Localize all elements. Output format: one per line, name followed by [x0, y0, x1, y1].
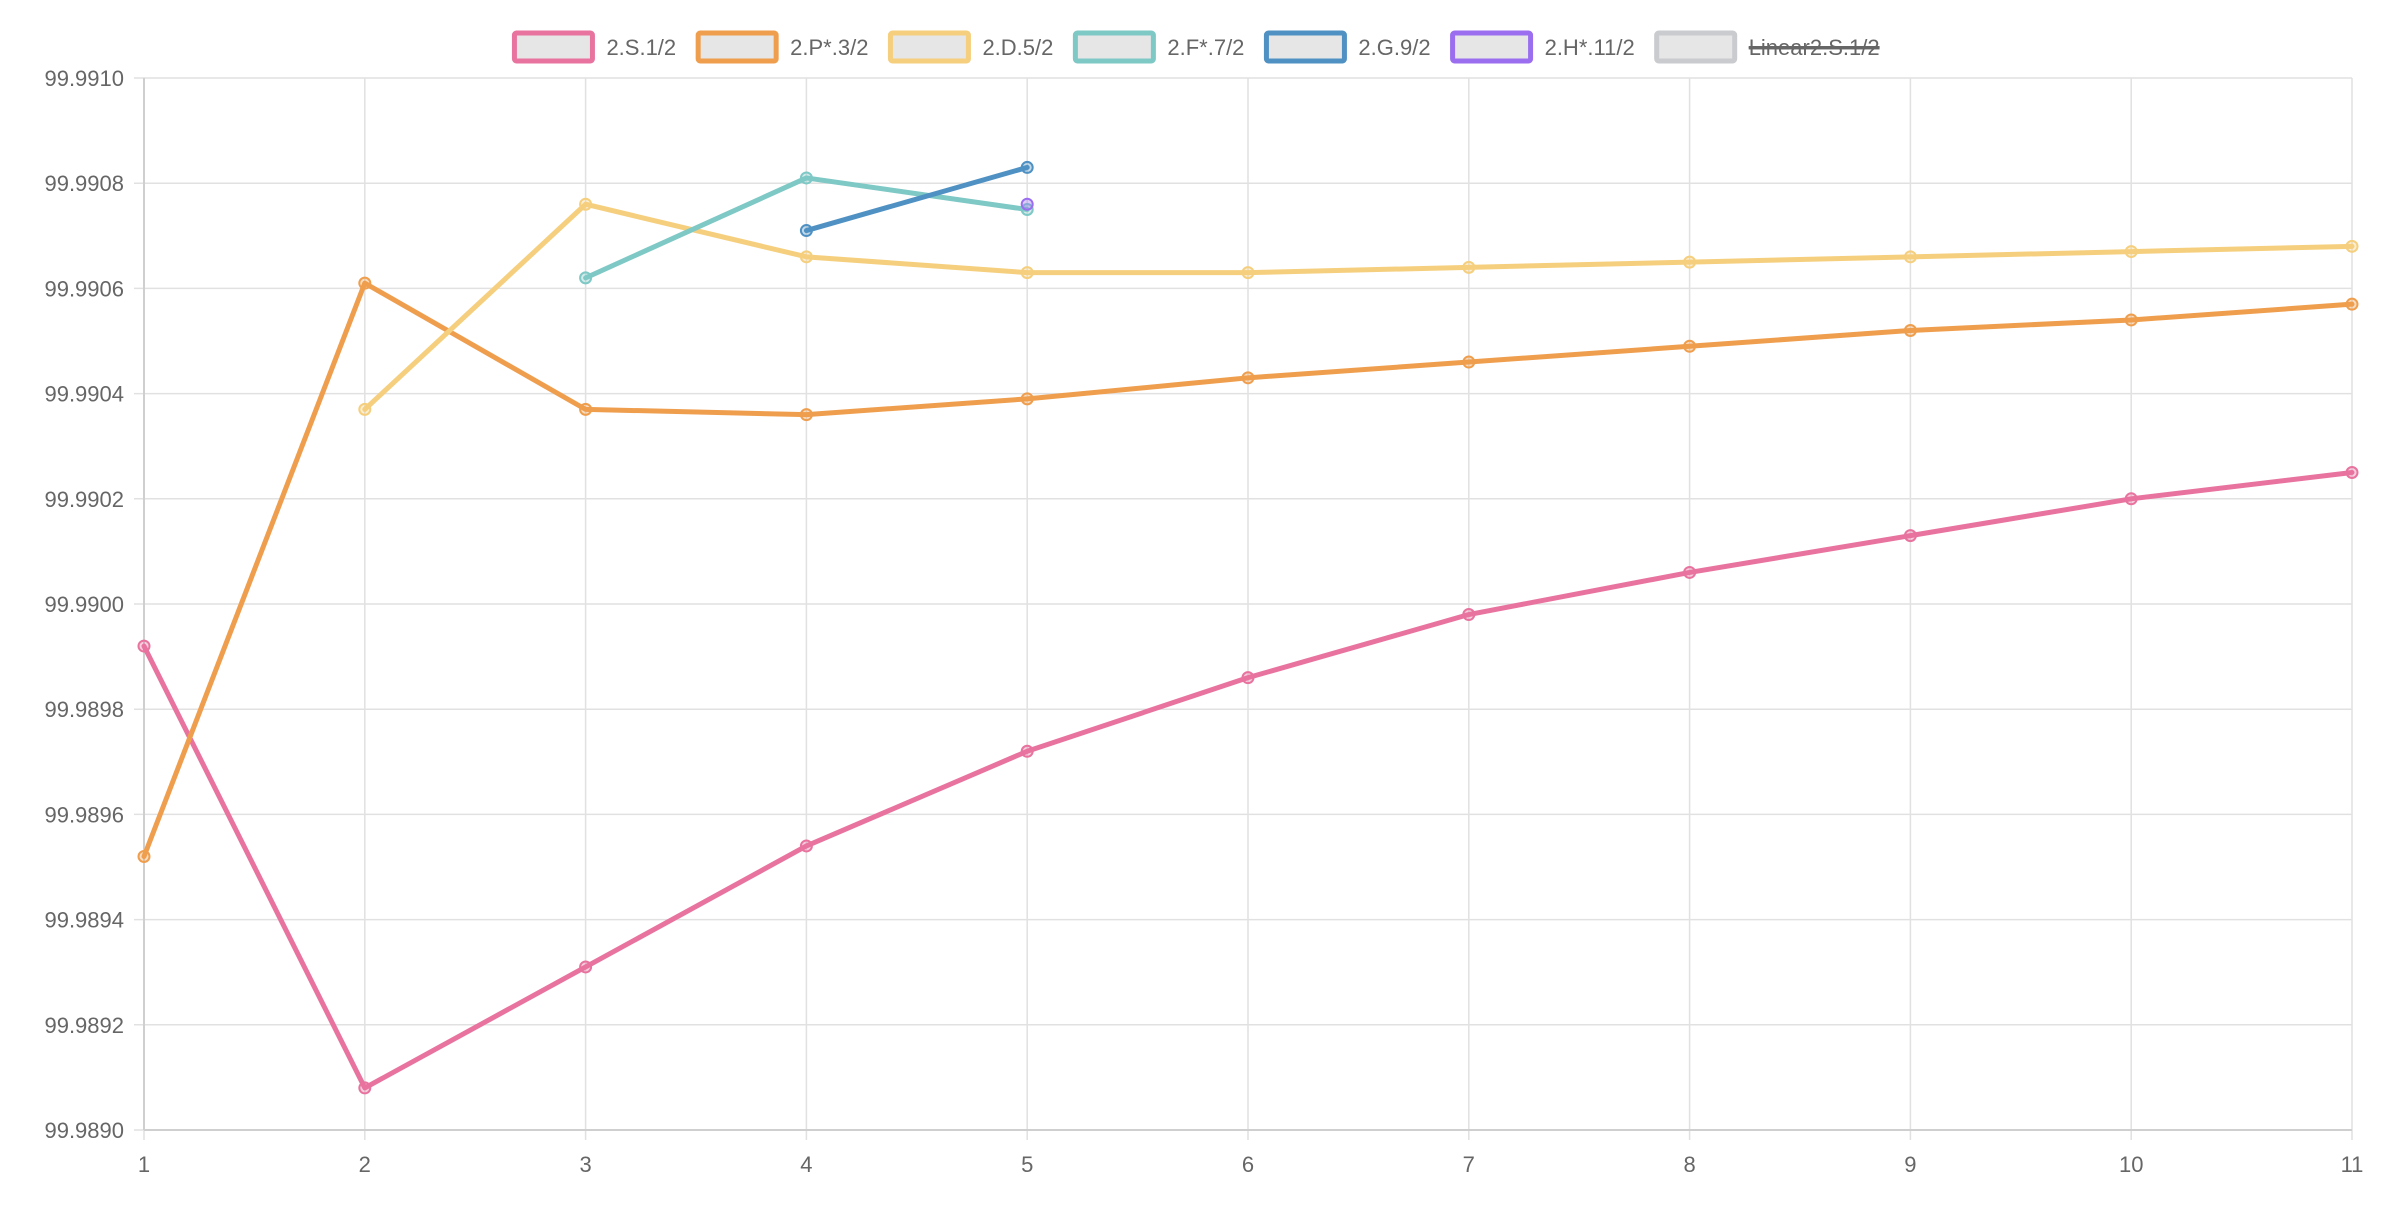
data-point[interactable]	[2124, 492, 2138, 506]
legend-label: 2.P*.3/2	[790, 35, 868, 60]
y-tick-label: 99.9902	[44, 487, 124, 512]
data-point[interactable]	[1020, 266, 1034, 280]
y-tick-label: 99.9910	[44, 66, 124, 91]
x-tick-label: 3	[579, 1152, 591, 1177]
data-point[interactable]	[1020, 160, 1034, 174]
data-point[interactable]	[358, 1081, 372, 1095]
data-point[interactable]	[799, 250, 813, 264]
data-point[interactable]	[799, 171, 813, 185]
data-point[interactable]	[579, 960, 593, 974]
legend-item[interactable]: 2.S.1/2	[511, 30, 676, 64]
data-point[interactable]	[1462, 260, 1476, 274]
axes: 99.9890 99.9892 99.9894 99.9896 99.9898 99.99…	[44, 66, 2363, 1177]
data-point[interactable]	[1241, 371, 1255, 385]
y-tick-label: 99.9900	[44, 592, 124, 617]
legend-swatch	[1654, 30, 1738, 64]
data-point[interactable]	[1020, 197, 1034, 211]
data-point[interactable]	[579, 271, 593, 285]
data-point[interactable]	[358, 402, 372, 416]
series-1	[137, 276, 2359, 863]
legend-swatch	[1450, 30, 1534, 64]
x-tick-label: 8	[1683, 1152, 1695, 1177]
series-2	[358, 197, 2359, 416]
data-point[interactable]	[1462, 608, 1476, 622]
data-point[interactable]	[1903, 323, 1917, 337]
y-tick-label: 99.9904	[44, 382, 124, 407]
series-line	[362, 201, 2355, 412]
data-point[interactable]	[1683, 255, 1697, 269]
legend-item[interactable]: 2.D.5/2	[887, 30, 1053, 64]
data-point[interactable]	[1020, 392, 1034, 406]
x-tick-label: 10	[2119, 1152, 2143, 1177]
x-tick-label: 7	[1463, 1152, 1475, 1177]
data-point[interactable]	[1020, 744, 1034, 758]
legend-label: 2.S.1/2	[606, 35, 676, 60]
legend-swatch	[511, 30, 595, 64]
series-line	[141, 470, 2355, 1091]
series-line	[141, 280, 2355, 859]
series-5	[1020, 197, 1034, 211]
series-4	[799, 160, 1034, 238]
series-lines	[137, 160, 2359, 1095]
series-line	[583, 175, 1030, 281]
x-tick-label: 5	[1021, 1152, 1033, 1177]
legend-swatch	[887, 30, 971, 64]
data-point[interactable]	[137, 639, 151, 653]
data-point[interactable]	[137, 849, 151, 863]
series-0	[137, 466, 2359, 1095]
legend-item[interactable]: 2.H*.11/2	[1450, 30, 1635, 64]
legend-item[interactable]: 2.P*.3/2	[695, 30, 868, 64]
legend-item[interactable]: Linear2.S.1/2	[1654, 30, 1880, 64]
y-tick-label: 99.9890	[44, 1118, 124, 1143]
data-point[interactable]	[2345, 466, 2359, 479]
x-tick-label: 11	[2341, 1152, 2364, 1177]
legend-swatch	[1072, 30, 1156, 64]
y-tick-label: 99.9898	[44, 697, 124, 722]
legend-label: 2.G.9/2	[1358, 35, 1430, 60]
data-point[interactable]	[1241, 266, 1255, 280]
legend-swatch	[1263, 30, 1347, 64]
legend-item[interactable]: 2.G.9/2	[1263, 30, 1431, 64]
data-point[interactable]	[579, 197, 593, 211]
x-tick-label: 2	[359, 1152, 371, 1177]
data-point[interactable]	[1683, 339, 1697, 353]
data-point[interactable]	[1903, 250, 1917, 264]
x-tick-label: 6	[1242, 1152, 1254, 1177]
series-3	[579, 171, 1034, 285]
data-point[interactable]	[2345, 239, 2359, 253]
legend: 2.S.1/2 2.P*.3/2 2.D.5/2 2.F*.7/2 2.G.9/2 2.H…	[511, 30, 1880, 64]
data-point[interactable]	[2345, 297, 2359, 311]
data-point[interactable]	[2124, 245, 2138, 259]
data-point[interactable]	[1903, 529, 1917, 543]
data-point[interactable]	[1683, 565, 1697, 579]
data-point[interactable]	[799, 408, 813, 422]
legend-label: 2.H*.11/2	[1545, 35, 1635, 60]
y-tick-label: 99.9906	[44, 276, 124, 301]
grid	[134, 77, 2353, 1140]
data-point[interactable]	[579, 402, 593, 416]
data-point[interactable]	[799, 839, 813, 853]
legend-swatch	[695, 30, 779, 64]
y-tick-label: 99.9896	[44, 802, 124, 827]
y-tick-label: 99.9908	[44, 171, 124, 196]
x-tick-label: 1	[138, 1152, 150, 1177]
data-point[interactable]	[2124, 313, 2138, 327]
data-point[interactable]	[1462, 355, 1476, 369]
x-tick-label: 4	[800, 1152, 812, 1177]
y-tick-label: 99.9892	[44, 1013, 124, 1038]
series-line	[803, 164, 1030, 234]
data-point[interactable]	[358, 276, 372, 290]
x-tick-label: 9	[1904, 1152, 1916, 1177]
legend-label: 2.D.5/2	[982, 35, 1053, 60]
legend-item[interactable]: 2.F*.7/2	[1072, 30, 1244, 64]
data-point[interactable]	[799, 224, 813, 238]
legend-label: 2.F*.7/2	[1167, 35, 1244, 60]
y-tick-label: 99.9894	[44, 908, 124, 933]
data-point[interactable]	[1241, 671, 1255, 685]
